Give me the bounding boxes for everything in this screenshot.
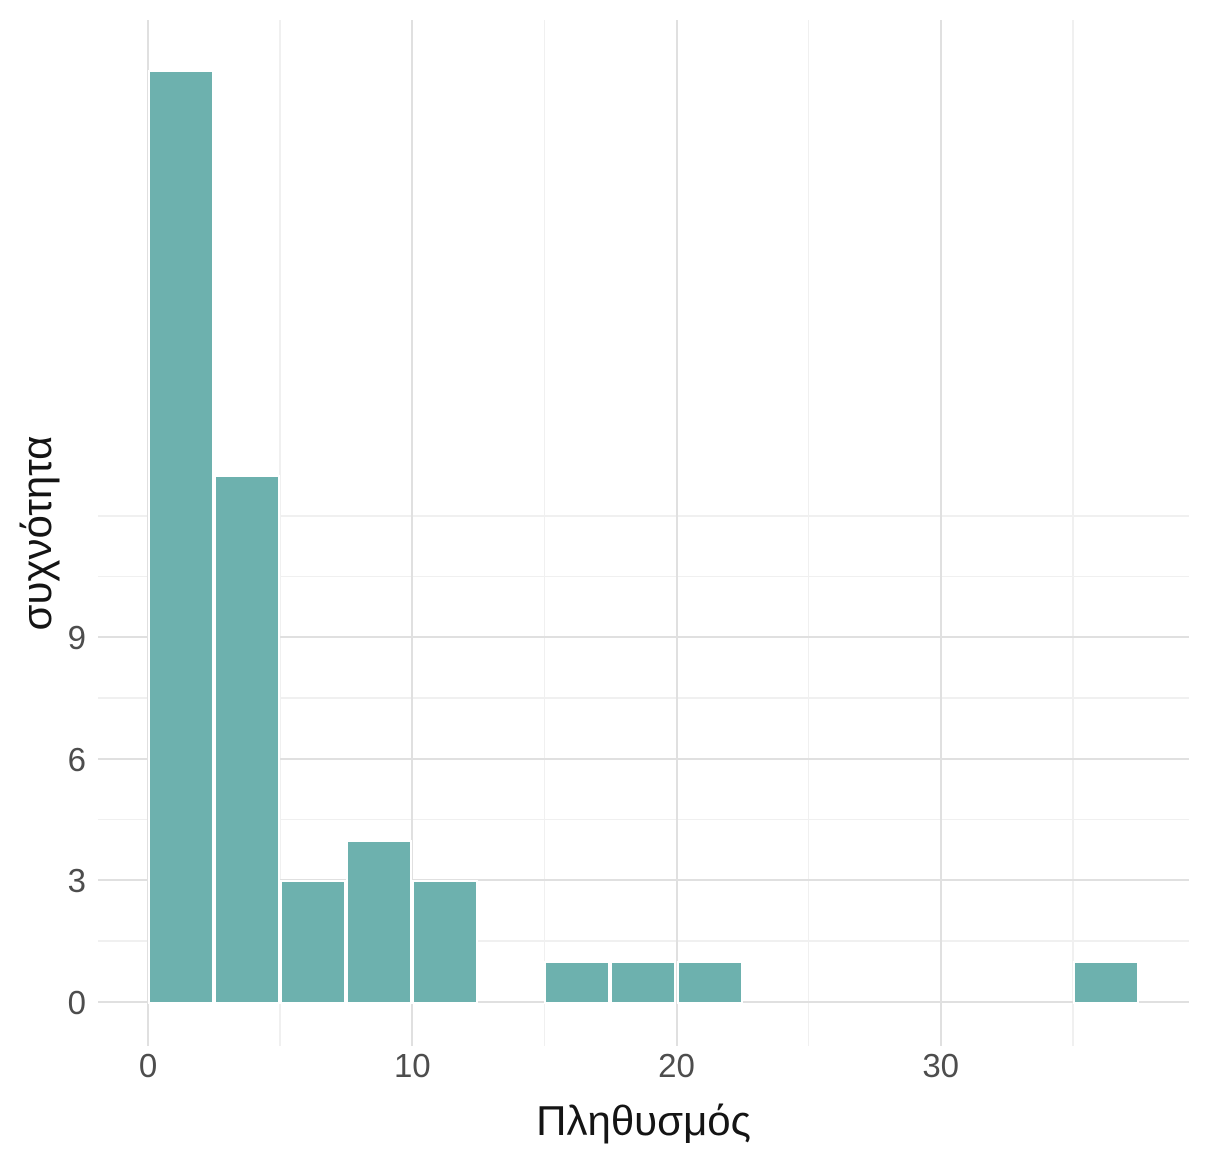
x-tick-label: 10 <box>393 1047 431 1084</box>
x-minor-gridline <box>1072 20 1074 1046</box>
y-minor-gridline <box>98 940 1189 942</box>
x-major-gridline <box>939 20 942 1046</box>
y-minor-gridline <box>98 697 1189 699</box>
histogram-bar <box>610 961 677 1004</box>
y-minor-gridline <box>98 575 1189 578</box>
y-major-gridline <box>98 879 1189 881</box>
x-tick-label: 20 <box>658 1047 695 1084</box>
x-tick-label: 30 <box>922 1047 960 1084</box>
x-minor-gridline <box>807 20 810 1046</box>
y-major-gridline <box>98 636 1189 638</box>
y-major-gridline <box>98 757 1189 760</box>
histogram-bar <box>412 880 479 1004</box>
x-tick-label: 0 <box>138 1047 158 1084</box>
histogram-bar <box>214 475 281 1004</box>
y-minor-gridline <box>98 515 1189 517</box>
histogram-bar <box>346 839 413 1004</box>
y-tick-label: 6 <box>67 740 86 778</box>
histogram-bar <box>1072 961 1139 1004</box>
x-major-gridline <box>675 20 678 1046</box>
y-minor-gridline <box>98 818 1189 821</box>
histogram-bar <box>676 961 743 1004</box>
y-tick-label: 9 <box>67 619 86 656</box>
x-major-gridline <box>411 20 414 1046</box>
y-tick-label: 0 <box>67 983 86 1021</box>
y-axis-title: συχνότητα <box>12 435 60 631</box>
x-minor-gridline <box>279 20 281 1046</box>
histogram-bar <box>148 70 215 1004</box>
histogram-bar <box>544 961 611 1004</box>
x-axis-title: Πληθυσμός <box>536 1097 751 1144</box>
x-minor-gridline <box>543 20 546 1046</box>
y-tick-label: 3 <box>67 862 86 899</box>
plot-panel <box>98 20 1189 1046</box>
histogram-bar <box>280 880 347 1004</box>
